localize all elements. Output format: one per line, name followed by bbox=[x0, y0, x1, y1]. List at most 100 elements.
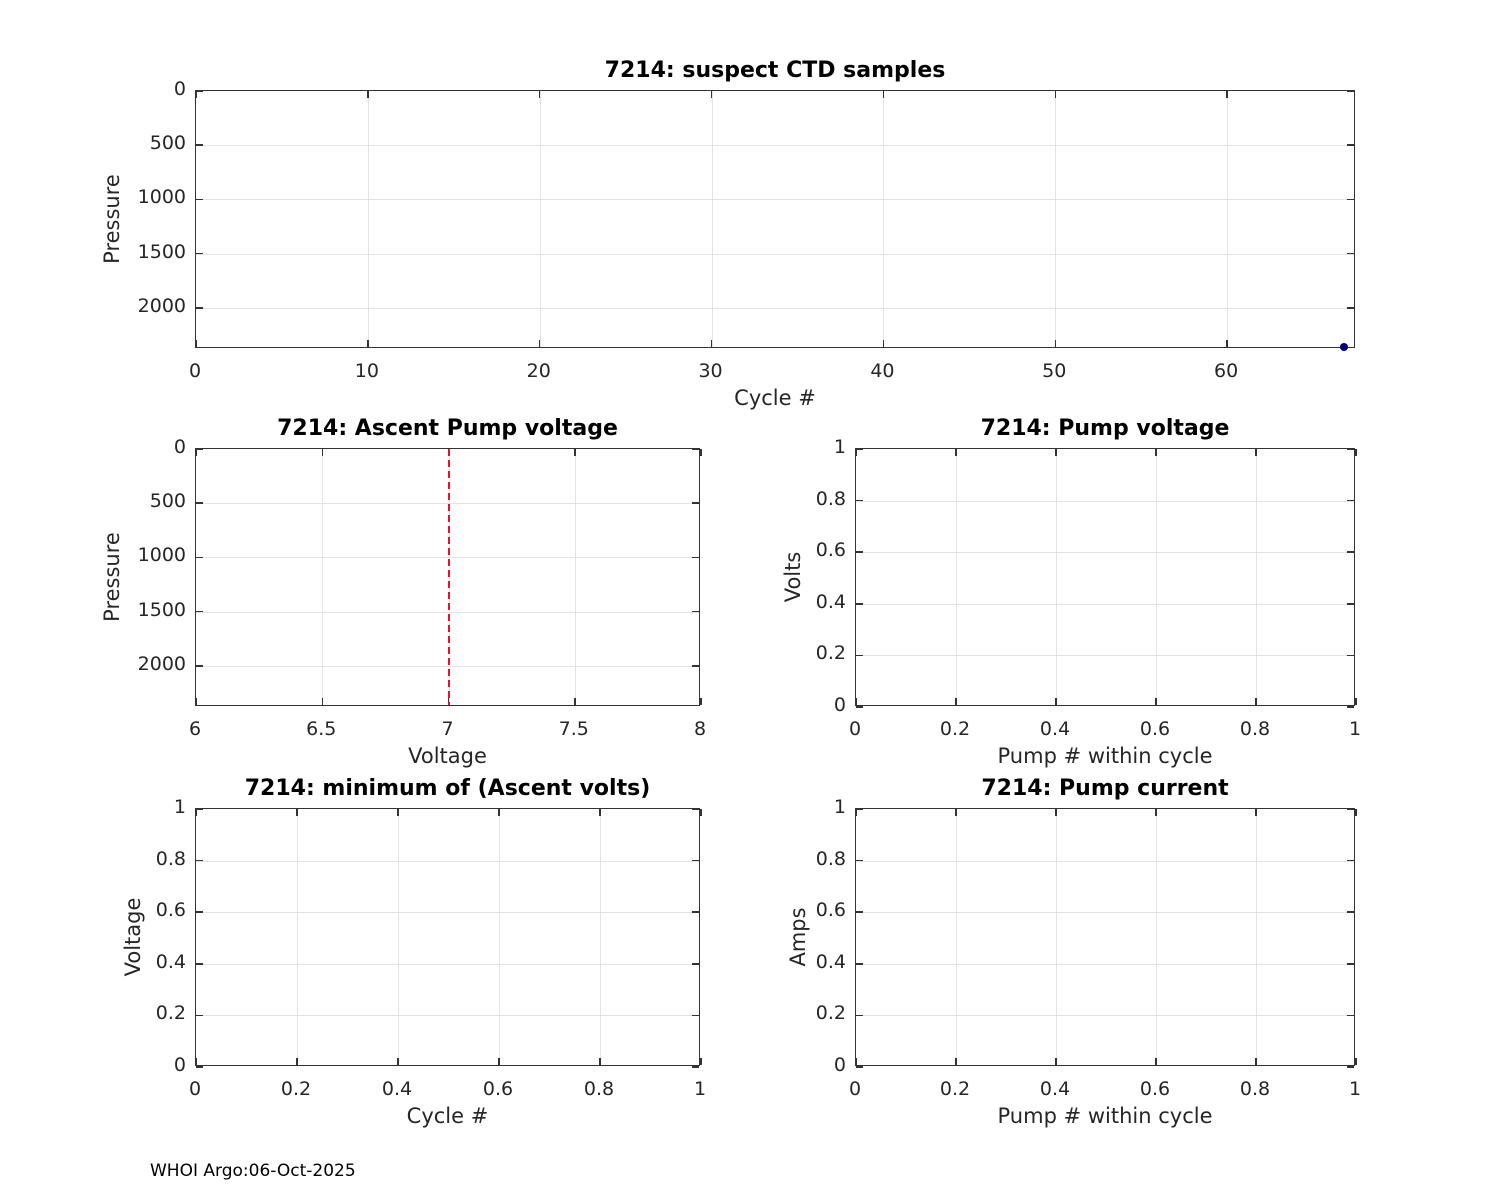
plot-pump-voltage: 7214: Pump voltage Volts Pump # within c… bbox=[781, 416, 1361, 768]
y-gridline bbox=[196, 860, 699, 862]
y-tick-label: 0.6 bbox=[815, 899, 846, 922]
x-tick bbox=[1226, 91, 1228, 98]
y-tick bbox=[856, 859, 863, 862]
y-tick bbox=[1347, 603, 1354, 605]
x-tick bbox=[955, 809, 957, 816]
x-tick bbox=[855, 698, 857, 705]
x-tick-label: 0.4 bbox=[1039, 718, 1071, 740]
y-tick bbox=[196, 665, 203, 667]
y-tick bbox=[692, 808, 699, 810]
y-tick-label: 0 bbox=[173, 1053, 186, 1076]
x-tick bbox=[1255, 809, 1257, 816]
y-tick bbox=[196, 502, 203, 504]
y-tick bbox=[856, 706, 863, 708]
plot-min-ascent-volts: 7214: minimum of (Ascent volts) Voltage … bbox=[121, 776, 706, 1128]
x-tick bbox=[1155, 698, 1157, 705]
y-tick-label: 0.4 bbox=[815, 950, 846, 973]
x-tick bbox=[574, 698, 576, 705]
x-gridline bbox=[1056, 809, 1057, 1065]
y-tick bbox=[196, 808, 203, 810]
plot-title: 7214: Ascent Pump voltage bbox=[277, 416, 618, 441]
y-gridline bbox=[856, 552, 1354, 554]
y-tick-label: 1000 bbox=[137, 544, 186, 567]
x-tick bbox=[498, 809, 500, 816]
y-tick bbox=[1347, 551, 1354, 553]
x-tick bbox=[195, 1058, 197, 1065]
x-tick-label: 30 bbox=[698, 360, 723, 382]
y-tick bbox=[1347, 144, 1354, 146]
threshold-line bbox=[447, 449, 450, 705]
y-tick-label: 0 bbox=[833, 693, 846, 716]
y-tick bbox=[856, 654, 863, 657]
y-axis-label: Voltage bbox=[121, 897, 145, 977]
x-gridline bbox=[1256, 449, 1257, 705]
y-tick-label: 0.6 bbox=[815, 539, 846, 562]
y-tick bbox=[196, 448, 203, 450]
x-tick-label: 50 bbox=[1042, 360, 1067, 382]
y-tick bbox=[1347, 448, 1354, 450]
y-gridline bbox=[856, 655, 1354, 657]
y-tick bbox=[1347, 963, 1354, 965]
x-tick bbox=[599, 1058, 601, 1065]
plot-suspect-ctd-samples: 7214: suspect CTD samples Pressure Cycle… bbox=[100, 58, 1355, 410]
y-gridline bbox=[856, 963, 1354, 965]
y-tick-label: 2000 bbox=[137, 652, 186, 675]
x-tick-label: 0 bbox=[848, 718, 862, 740]
x-tick bbox=[1054, 91, 1056, 98]
x-gridline bbox=[367, 91, 369, 347]
x-tick-label: 0.4 bbox=[1039, 1078, 1071, 1100]
x-tick bbox=[700, 449, 702, 456]
y-tick-label: 0.4 bbox=[155, 950, 186, 973]
y-tick bbox=[692, 665, 699, 667]
y-tick-label: 0.2 bbox=[815, 642, 846, 665]
x-tick bbox=[1355, 449, 1357, 456]
x-tick bbox=[1055, 1058, 1057, 1065]
x-gridline bbox=[956, 449, 957, 705]
x-tick bbox=[1054, 340, 1056, 347]
x-tick-label: 0 bbox=[848, 1078, 862, 1100]
x-gridline bbox=[398, 809, 399, 1065]
y-tick-label: 0.8 bbox=[815, 847, 846, 870]
x-tick bbox=[700, 809, 702, 816]
y-tick bbox=[856, 499, 863, 502]
y-tick bbox=[692, 859, 699, 862]
y-tick bbox=[196, 610, 203, 613]
y-tick bbox=[692, 963, 699, 965]
x-gridline bbox=[1156, 449, 1157, 705]
x-tick bbox=[498, 1058, 500, 1065]
x-tick bbox=[195, 340, 197, 347]
x-gridline bbox=[1156, 809, 1157, 1065]
y-tick bbox=[196, 198, 203, 201]
x-tick bbox=[321, 449, 323, 456]
y-tick-label: 2000 bbox=[137, 294, 186, 317]
plot-pump-current: 7214: Pump current Amps Pump # within cy… bbox=[786, 776, 1361, 1128]
x-axis-label: Pump # within cycle bbox=[997, 1104, 1213, 1128]
y-tick-label: 1500 bbox=[137, 598, 186, 621]
y-tick bbox=[856, 551, 863, 553]
x-gridline bbox=[956, 809, 957, 1065]
x-tick-label: 0.2 bbox=[939, 718, 971, 740]
x-gridline bbox=[600, 809, 601, 1065]
y-tick bbox=[1347, 1014, 1354, 1017]
y-tick-label: 1 bbox=[833, 795, 846, 818]
y-tick bbox=[196, 307, 203, 309]
plot-area bbox=[855, 448, 1357, 708]
y-axis-label: Pressure bbox=[100, 174, 124, 264]
y-gridline bbox=[196, 253, 1354, 255]
x-tick bbox=[955, 449, 957, 456]
x-tick bbox=[599, 809, 601, 816]
y-axis-label: Amps bbox=[786, 907, 810, 967]
x-tick bbox=[397, 809, 399, 816]
y-tick-label: 0.8 bbox=[815, 487, 846, 510]
x-tick bbox=[296, 809, 298, 816]
x-tick bbox=[321, 698, 323, 705]
y-tick bbox=[1347, 499, 1354, 502]
y-tick bbox=[1347, 1066, 1354, 1068]
x-axis-label: Pump # within cycle bbox=[997, 744, 1213, 768]
x-tick-label: 7 bbox=[441, 718, 454, 740]
y-gridline bbox=[196, 1015, 699, 1017]
y-tick bbox=[196, 1066, 203, 1068]
y-tick-label: 1500 bbox=[137, 240, 186, 263]
x-tick-label: 0.6 bbox=[1139, 1078, 1171, 1100]
x-gridline bbox=[711, 91, 713, 347]
